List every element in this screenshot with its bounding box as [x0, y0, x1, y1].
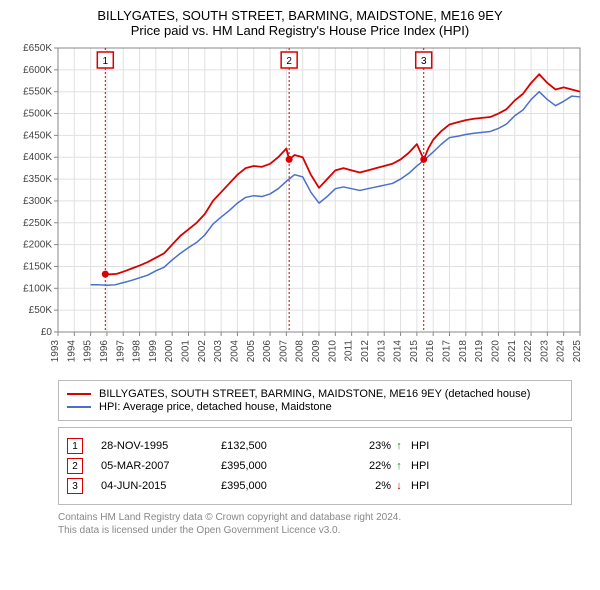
title-block: BILLYGATES, SOUTH STREET, BARMING, MAIDS… — [8, 8, 592, 38]
svg-text:£600K: £600K — [23, 65, 52, 76]
svg-text:£150K: £150K — [23, 261, 52, 272]
transaction-date: 05-MAR-2007 — [101, 460, 221, 472]
svg-text:£400K: £400K — [23, 152, 52, 163]
subtitle: Price paid vs. HM Land Registry's House … — [8, 23, 592, 38]
svg-text:1995: 1995 — [83, 340, 94, 363]
svg-text:1999: 1999 — [148, 340, 159, 363]
line-chart: £0 £50K £100K £150K £200K £250K £300K £350K £400… — [8, 42, 590, 372]
svg-text:2005: 2005 — [246, 340, 257, 363]
svg-text:2004: 2004 — [229, 340, 240, 363]
svg-text:£450K: £450K — [23, 130, 52, 141]
svg-text:2020: 2020 — [490, 340, 501, 363]
transaction-price: £132,500 — [221, 440, 331, 452]
svg-text:£250K: £250K — [23, 218, 52, 229]
svg-text:£500K: £500K — [23, 109, 52, 120]
transactions-box: 1 28-NOV-1995£132,50023%↑ HPI 2 05-MAR-2007£… — [58, 427, 572, 505]
svg-text:2017: 2017 — [442, 340, 453, 363]
svg-text:2011: 2011 — [344, 340, 355, 362]
transaction-price: £395,000 — [221, 460, 331, 472]
svg-text:2002: 2002 — [197, 340, 208, 363]
svg-text:3: 3 — [421, 56, 427, 67]
svg-text:2013: 2013 — [376, 340, 387, 363]
svg-text:2014: 2014 — [393, 340, 404, 363]
legend-label: HPI: Average price, detached house, Maid… — [99, 401, 332, 413]
svg-text:2008: 2008 — [295, 340, 306, 363]
address-title: BILLYGATES, SOUTH STREET, BARMING, MAIDS… — [8, 8, 592, 23]
transaction-date: 28-NOV-1995 — [101, 440, 221, 452]
legend-label: BILLYGATES, SOUTH STREET, BARMING, MAIDS… — [99, 388, 530, 400]
svg-text:2021: 2021 — [507, 340, 518, 363]
svg-text:2012: 2012 — [360, 340, 371, 363]
chart-area: £0 £50K £100K £150K £200K £250K £300K £350K £400… — [8, 42, 592, 372]
svg-text:2025: 2025 — [572, 340, 583, 363]
svg-text:2001: 2001 — [181, 340, 192, 363]
svg-text:2024: 2024 — [556, 340, 567, 363]
transaction-marker-box: 1 — [67, 438, 83, 454]
svg-text:£200K: £200K — [23, 240, 52, 251]
transaction-suffix: HPI — [411, 480, 429, 492]
legend-swatch — [67, 406, 91, 408]
svg-text:£650K: £650K — [23, 43, 52, 54]
svg-text:£0: £0 — [41, 327, 53, 338]
footer-line-1: Contains HM Land Registry data © Crown c… — [58, 511, 572, 524]
transaction-pct: 23% — [331, 440, 391, 452]
transaction-row: 3 04-JUN-2015£395,0002%↓ HPI — [67, 478, 563, 494]
svg-text:£300K: £300K — [23, 196, 52, 207]
svg-text:1998: 1998 — [132, 340, 143, 363]
legend-item: BILLYGATES, SOUTH STREET, BARMING, MAIDS… — [67, 388, 563, 400]
arrow-up-icon: ↑ — [391, 460, 407, 472]
transaction-suffix: HPI — [411, 440, 429, 452]
svg-text:2016: 2016 — [425, 340, 436, 363]
svg-text:2019: 2019 — [474, 340, 485, 363]
transaction-price: £395,000 — [221, 480, 331, 492]
transaction-row: 1 28-NOV-1995£132,50023%↑ HPI — [67, 438, 563, 454]
svg-text:£50K: £50K — [29, 305, 53, 316]
svg-text:1997: 1997 — [115, 340, 126, 363]
svg-text:2010: 2010 — [327, 340, 338, 363]
transaction-marker-box: 3 — [67, 478, 83, 494]
legend-swatch — [67, 393, 91, 395]
svg-text:£350K: £350K — [23, 174, 52, 185]
svg-text:1994: 1994 — [66, 340, 77, 363]
transaction-date: 04-JUN-2015 — [101, 480, 221, 492]
svg-text:2006: 2006 — [262, 340, 273, 363]
svg-text:£100K: £100K — [23, 283, 52, 294]
arrow-down-icon: ↓ — [391, 480, 407, 492]
transaction-row: 2 05-MAR-2007£395,00022%↑ HPI — [67, 458, 563, 474]
svg-text:2003: 2003 — [213, 340, 224, 363]
legend-item: HPI: Average price, detached house, Maid… — [67, 401, 563, 413]
transaction-marker-box: 2 — [67, 458, 83, 474]
page-root: BILLYGATES, SOUTH STREET, BARMING, MAIDS… — [0, 0, 600, 545]
footer-line-2: This data is licensed under the Open Gov… — [58, 524, 572, 537]
svg-text:2015: 2015 — [409, 340, 420, 363]
svg-text:1: 1 — [103, 56, 109, 67]
svg-text:2009: 2009 — [311, 340, 322, 363]
svg-text:2: 2 — [286, 56, 292, 67]
transaction-suffix: HPI — [411, 460, 429, 472]
transaction-pct: 2% — [331, 480, 391, 492]
svg-text:1993: 1993 — [50, 340, 61, 363]
arrow-up-icon: ↑ — [391, 440, 407, 452]
svg-text:£550K: £550K — [23, 87, 52, 98]
svg-text:2018: 2018 — [458, 340, 469, 363]
legend-box: BILLYGATES, SOUTH STREET, BARMING, MAIDS… — [58, 380, 572, 421]
svg-text:2022: 2022 — [523, 340, 534, 363]
svg-text:2007: 2007 — [278, 340, 289, 363]
footer-text: Contains HM Land Registry data © Crown c… — [58, 511, 572, 537]
svg-text:2023: 2023 — [539, 340, 550, 363]
svg-text:1996: 1996 — [99, 340, 110, 363]
svg-text:2000: 2000 — [164, 340, 175, 363]
transaction-pct: 22% — [331, 460, 391, 472]
